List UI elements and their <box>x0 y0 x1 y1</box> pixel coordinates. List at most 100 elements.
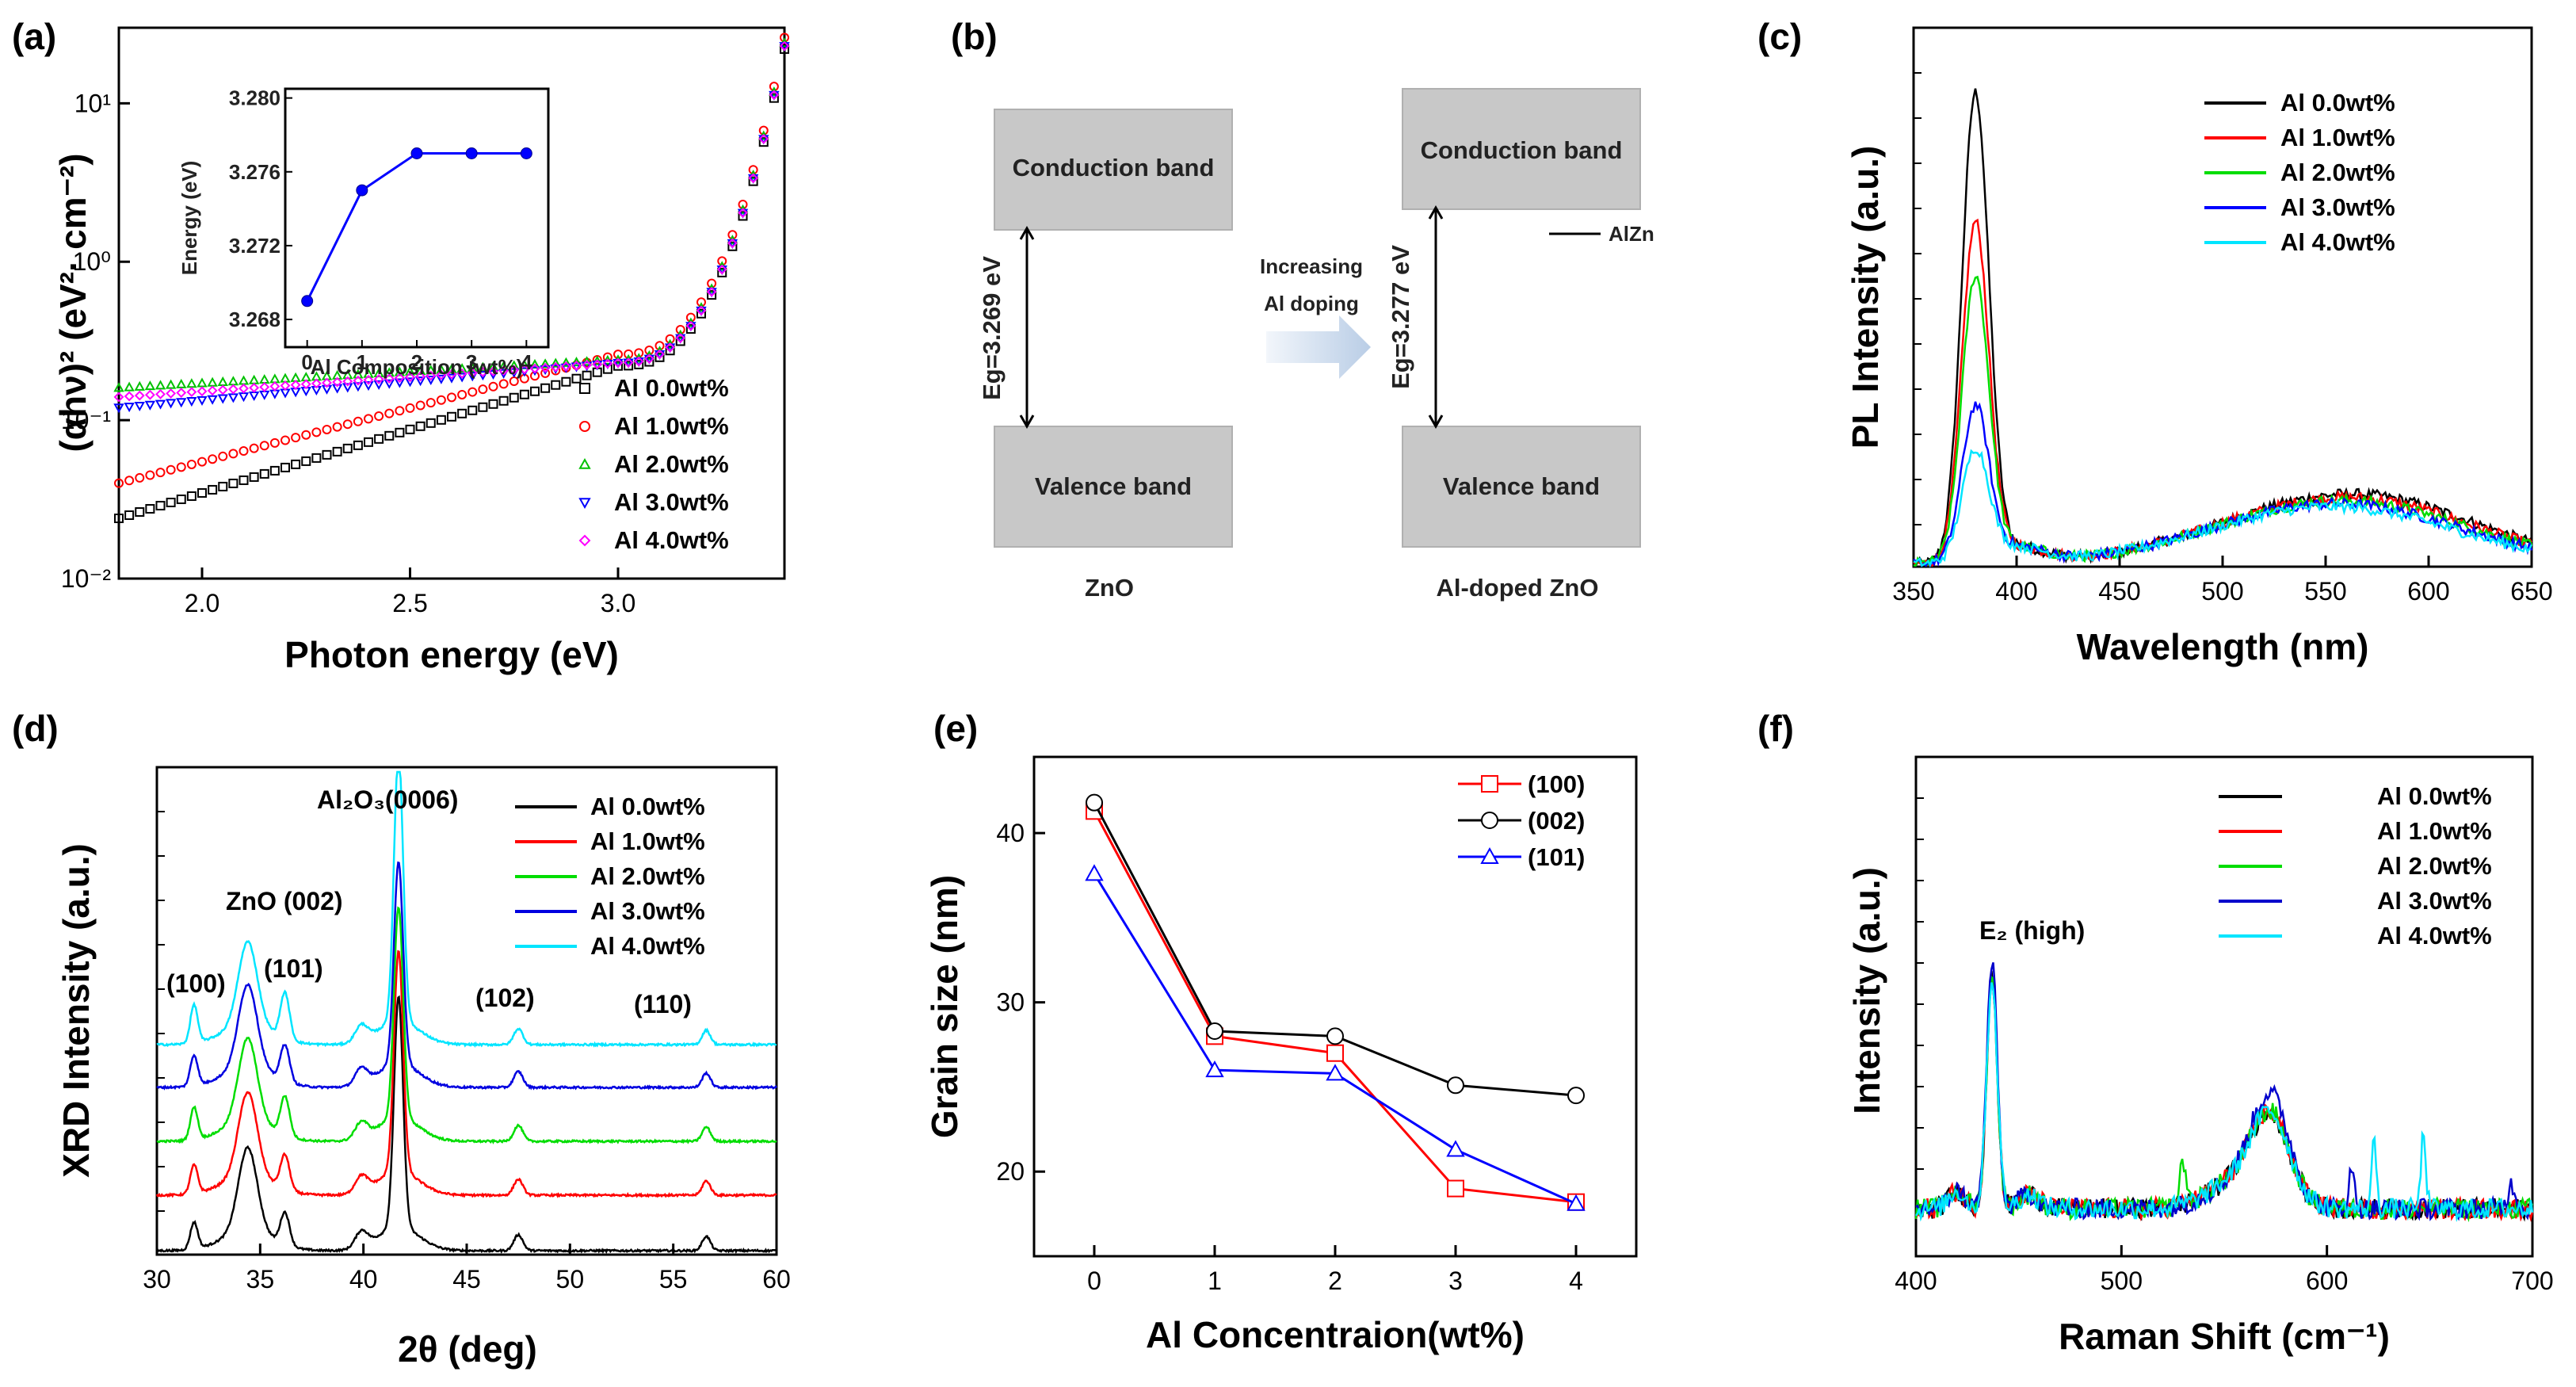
a-point <box>540 358 551 369</box>
a-point <box>155 399 166 410</box>
a-point <box>477 367 488 377</box>
a-point <box>155 388 166 399</box>
a-point <box>540 368 551 378</box>
a-point <box>716 264 727 275</box>
a-point <box>426 418 436 428</box>
a-point <box>456 368 467 379</box>
azo-valence-label: Valence band <box>1443 472 1600 500</box>
a-point <box>488 366 498 377</box>
a-point <box>166 464 176 475</box>
d-annotation-3: (101) <box>264 954 323 983</box>
a-point <box>384 379 395 389</box>
a-point <box>394 378 406 388</box>
f-xtick-label: 600 <box>2306 1267 2348 1295</box>
a-point <box>634 359 644 369</box>
a-point <box>571 360 582 371</box>
e-point <box>1567 1194 1586 1211</box>
a-point <box>353 375 364 386</box>
inset-point <box>520 147 532 159</box>
a-legend-marker-2 <box>578 457 591 469</box>
a-point <box>384 367 395 377</box>
panel-e-label: (e) <box>933 708 978 749</box>
a-point <box>519 389 529 399</box>
a-point <box>228 449 239 459</box>
d-xtick-label: 45 <box>452 1265 481 1293</box>
a-point <box>374 434 384 444</box>
a-point <box>415 421 426 431</box>
a-legend-marker-3 <box>578 498 591 510</box>
a-point <box>207 385 218 396</box>
a-point <box>769 90 780 101</box>
a-point <box>342 443 353 453</box>
a-point <box>592 359 603 370</box>
e-point <box>1326 1064 1345 1081</box>
panel-d-xlabel: 2θ (deg) <box>398 1328 537 1370</box>
a-series-0 <box>114 44 789 524</box>
e-point <box>1326 1027 1344 1045</box>
a-point <box>560 361 571 372</box>
a-point <box>311 427 322 437</box>
e-point <box>1086 793 1103 812</box>
a-point <box>727 238 738 249</box>
a-point <box>456 373 467 383</box>
a-point <box>384 430 395 441</box>
a-point <box>457 389 467 399</box>
a-point <box>186 459 197 469</box>
a-point <box>353 416 363 426</box>
panel-b: (b) Conduction band Valence band Eg=3.26… <box>951 16 1654 602</box>
a-point <box>488 381 498 392</box>
d-annotation-4: (102) <box>475 984 535 1012</box>
a-point <box>540 383 551 393</box>
a-point <box>696 305 707 316</box>
a-point <box>374 411 384 422</box>
a-point <box>623 357 634 368</box>
a-point <box>467 367 478 378</box>
a-point <box>176 494 186 504</box>
a-point <box>426 375 437 386</box>
c-legend-label-4: Al 4.0wt% <box>2280 228 2395 256</box>
e-ytick-label: 40 <box>996 819 1025 847</box>
a-point <box>498 395 509 406</box>
a-point <box>498 365 509 376</box>
a-legend-marker-4 <box>578 534 591 547</box>
c-xtick-label: 600 <box>2407 577 2449 606</box>
a-point <box>457 408 467 418</box>
panel-d-legend: Al 0.0wt% Al 1.0wt% Al 2.0wt% Al 3.0wt% Al 4… <box>515 793 705 960</box>
e-legend-label-0: (100) <box>1528 770 1585 798</box>
a-point <box>155 500 166 510</box>
azo-valence-band <box>1402 426 1641 548</box>
d-legend-label-4: Al 4.0wt% <box>590 932 705 960</box>
a-point <box>248 374 260 384</box>
a-point <box>395 427 405 437</box>
a-point <box>124 381 135 392</box>
panel-a: (a) 2.0 2.5 3.0 10⁻² 10⁻¹ 10⁰ 10¹ Photon ener… <box>12 16 790 675</box>
a-point <box>301 456 311 466</box>
a-point <box>124 510 135 520</box>
c-legend-label-0: Al 0.0wt% <box>2280 89 2395 117</box>
a-point <box>197 395 208 406</box>
a-point <box>332 446 342 457</box>
a-point <box>436 364 447 374</box>
a-point <box>135 506 145 517</box>
a-point <box>311 378 322 389</box>
d-line-4 <box>156 770 777 1049</box>
e-point <box>1447 1179 1464 1198</box>
e-xtick-label: 3 <box>1448 1267 1463 1295</box>
inset-xlabel: Al Composition (wt%) <box>311 355 524 379</box>
a-point <box>186 397 197 407</box>
arrow-text-1: Increasing <box>1260 254 1363 278</box>
panel-e-ylabel: Grain size (nm) <box>924 875 965 1138</box>
a-point <box>373 367 384 377</box>
c-xtick-label: 350 <box>1892 577 1934 606</box>
a-point <box>550 361 561 373</box>
c-xtick-label: 450 <box>2098 577 2140 606</box>
a-point <box>124 391 135 402</box>
f-legend-label-1: Al 1.0wt% <box>2377 817 2492 845</box>
a-point <box>498 379 509 389</box>
a-point <box>218 481 228 491</box>
a-point <box>249 472 259 482</box>
f-legend-label-2: Al 2.0wt% <box>2377 852 2492 880</box>
a-legend-label-1: Al 1.0wt% <box>614 412 729 440</box>
a-point <box>447 392 456 403</box>
a-point <box>404 377 416 388</box>
